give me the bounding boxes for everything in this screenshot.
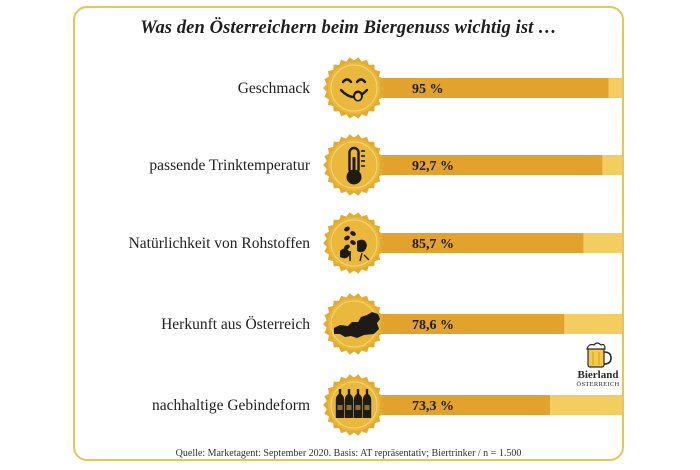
- austria-map-icon: [334, 312, 380, 338]
- bar: [352, 395, 550, 415]
- bar-row: Geschmack 95 %: [238, 57, 622, 119]
- bar-row: Herkunft aus Österreich 78,6 %: [161, 293, 622, 355]
- thermometer-icon: [346, 146, 365, 185]
- category-label: passende Trinktemperatur: [149, 157, 310, 174]
- bar: [352, 314, 565, 334]
- medal-ring: [330, 64, 378, 112]
- bar-row: nachhaltige Gebindeform 73,3 %: [152, 374, 622, 436]
- bar: [352, 78, 609, 98]
- smiley-tongue-icon: [339, 78, 369, 102]
- bar-row: Natürlichkeit von Rohstoffen 85,7 %: [129, 212, 622, 274]
- medal-ring: [330, 219, 378, 267]
- medal-face: [328, 62, 380, 114]
- logo-subtitle: ÖSTERREICH: [576, 381, 620, 388]
- value-label: 92,7 %: [412, 159, 454, 174]
- beer-mug-icon: [586, 342, 612, 368]
- value-label: 85,7 %: [412, 237, 454, 252]
- source-note: Quelle: Marketagent: September 2020. Bas…: [175, 448, 522, 459]
- value-label: 95 %: [412, 82, 444, 97]
- grain-hops-icon: [340, 226, 370, 262]
- category-label: nachhaltige Gebindeform: [152, 397, 310, 414]
- category-label: Natürlichkeit von Rohstoffen: [129, 235, 311, 252]
- category-label: Herkunft aus Österreich: [161, 316, 310, 333]
- medal-ring: [330, 381, 378, 429]
- bar: [352, 233, 584, 253]
- bar-row: passende Trinktemperatur 92,7 %: [149, 134, 622, 196]
- bierland-logo: Bierland ÖSTERREICH: [572, 340, 624, 400]
- beer-bottles-icon: [335, 389, 372, 418]
- logo-wordmark: Bierland: [577, 369, 619, 381]
- value-label: 78,6 %: [412, 318, 454, 333]
- category-label: Geschmack: [238, 80, 311, 97]
- bar: [352, 155, 603, 175]
- chart-title: Was den Österreichern beim Biergenuss wi…: [140, 18, 557, 38]
- medal-ring: [330, 141, 378, 189]
- value-label: 73,3 %: [412, 399, 454, 414]
